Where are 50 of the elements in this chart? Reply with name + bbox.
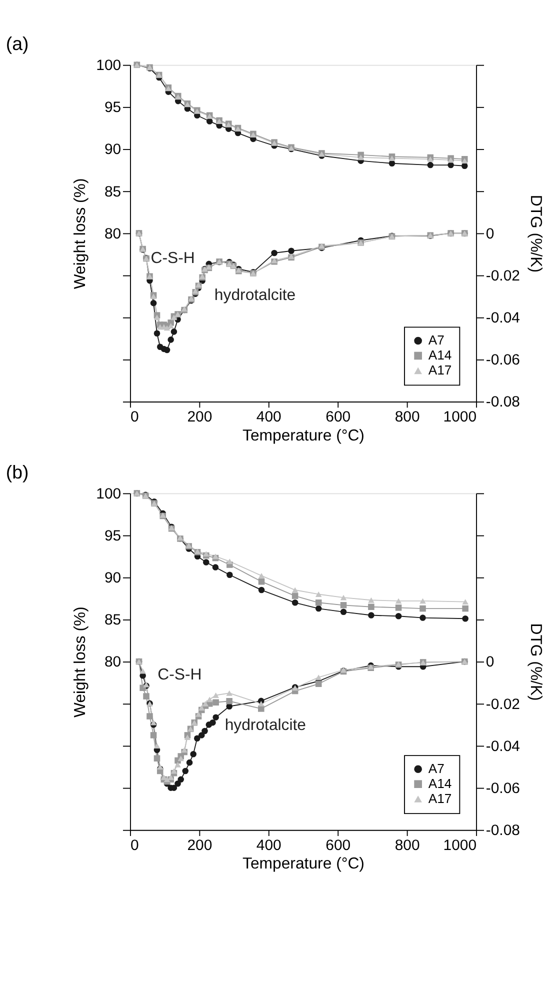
x-tick-label: 400 (256, 837, 282, 854)
y2-tick-label: -0.08 (486, 394, 520, 411)
y2-tick-label: -0.06 (486, 780, 520, 797)
y2-tick-label: -0.08 (486, 822, 520, 840)
x-tick-label: 200 (187, 837, 212, 854)
annotation: hydrotalcite (224, 717, 306, 734)
x-tick-label: 1000 (443, 408, 477, 426)
y-tick-label: 90 (104, 570, 122, 587)
y2-tick-label: 0 (486, 225, 494, 242)
y2-tick-label: -0.06 (486, 352, 520, 369)
chart-title: (b) (6, 461, 29, 482)
y2-axis-title: DTG (%/K) (527, 194, 544, 272)
x-tick-label: 600 (326, 837, 351, 854)
legend-label: A17 (428, 790, 452, 806)
y-tick-label: 85 (104, 183, 122, 200)
annotation: hydrotalcite (214, 287, 296, 304)
y-tick-label: 80 (104, 225, 122, 242)
y2-tick-label: -0.02 (486, 267, 520, 284)
legend-label: A14 (428, 347, 452, 362)
x-tick-label: 600 (326, 408, 351, 426)
x-tick-label: 400 (256, 408, 282, 426)
x-tick-label: 1000 (443, 837, 477, 854)
y2-tick-label: -0.02 (486, 696, 520, 713)
y-tick-label: 95 (104, 99, 122, 116)
annotation: C-S-H (158, 666, 202, 684)
x-tick-label: 0 (130, 837, 139, 854)
chart-title: (a) (6, 32, 29, 54)
y-tick-label: 95 (104, 527, 122, 544)
y-tick-label: 90 (104, 141, 122, 158)
y-tick-label: 80 (104, 654, 122, 671)
x-axis-title: Temperature (°C) (242, 856, 364, 873)
x-axis-title: Temperature (°C) (242, 427, 364, 444)
x-tick-label: 800 (394, 837, 420, 854)
legend-label: A14 (428, 776, 452, 791)
x-tick-label: 800 (394, 408, 420, 426)
legend-label: A7 (428, 760, 444, 776)
legend-label: A17 (428, 362, 452, 378)
y-axis-title: Weight loss (%) (72, 606, 89, 718)
y-tick-label: 100 (96, 57, 122, 74)
y2-tick-label: 0 (486, 654, 494, 671)
legend-label: A7 (428, 332, 444, 348)
x-tick-label: 0 (130, 408, 139, 426)
y2-tick-label: -0.04 (486, 738, 520, 755)
y2-tick-label: -0.04 (486, 310, 520, 327)
y-tick-label: 85 (104, 612, 122, 629)
y-axis-title: Weight loss (%) (72, 178, 89, 290)
y2-axis-title: DTG (%/K) (527, 623, 544, 701)
y-tick-label: 100 (96, 485, 122, 502)
annotation: C-S-H (150, 250, 195, 268)
x-tick-label: 200 (187, 408, 212, 426)
